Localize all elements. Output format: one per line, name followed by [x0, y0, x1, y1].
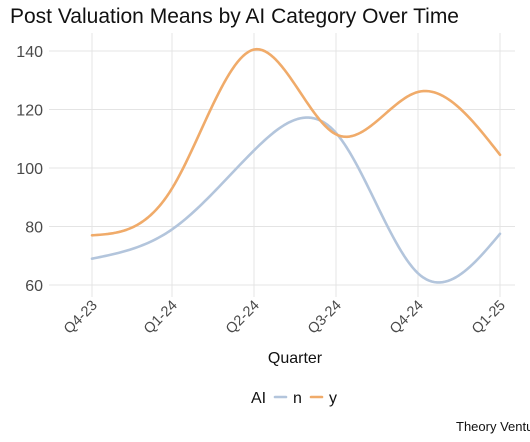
x-tick-label: Q1-24 [141, 298, 181, 338]
series-line-n [90, 116, 502, 284]
y-tick-label: 80 [25, 220, 43, 237]
caption: Theory Ventu [456, 419, 530, 434]
x-tick-label: Q3-24 [305, 298, 345, 338]
y-tick-label: 60 [25, 278, 43, 295]
x-tick-label: Q1-25 [469, 298, 509, 338]
x-axis-title: Quarter [268, 350, 323, 367]
gridlines [49, 33, 515, 297]
y-tick-label: 120 [16, 103, 43, 120]
series-layer [90, 47, 502, 284]
y-axis-ticks: 60 80 100 120 140 [16, 44, 43, 295]
y-tick-label: 140 [16, 44, 43, 61]
x-tick-label: Q4-24 [387, 298, 427, 338]
legend: AI n y [251, 390, 337, 407]
y-tick-label: 100 [16, 161, 43, 178]
x-axis-ticks: Q4-23 Q1-24 Q2-24 Q3-24 Q4-24 Q1-25 [61, 298, 509, 338]
legend-title: AI [251, 390, 266, 407]
legend-label-y: y [329, 390, 337, 407]
x-tick-label: Q4-23 [61, 298, 101, 338]
x-tick-label: Q2-24 [223, 298, 263, 338]
chart-title: Post Valuation Means by AI Category Over… [10, 5, 459, 28]
series-line-y [90, 47, 502, 237]
legend-label-n: n [293, 390, 302, 407]
